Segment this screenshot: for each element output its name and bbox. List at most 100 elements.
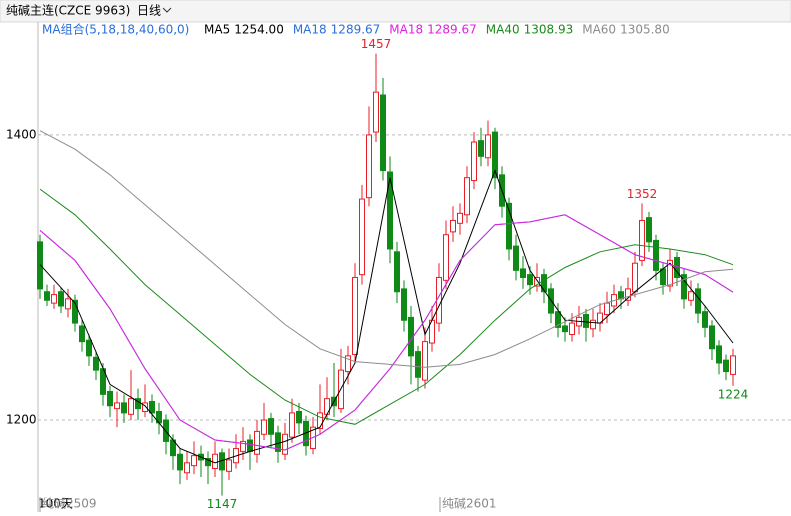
candle-body [716,345,722,364]
candle-body [506,202,512,250]
candle-body [226,459,232,472]
legend-name: MA18 [293,23,327,37]
candle-body [121,402,127,414]
candle-body [583,314,589,328]
candle-body [681,274,687,300]
candle-body [443,234,449,281]
candle-body [205,458,211,467]
candle-body [660,268,666,286]
candle-body [492,131,498,179]
extreme-label: 1224 [718,387,749,401]
legend-name: MA18 [389,23,423,37]
candle-body [93,356,99,371]
candle-body [541,274,547,293]
legend-name: MA60 [582,23,616,37]
candle-body [380,94,386,172]
extreme-label: 1147 [207,497,238,511]
candle-body [268,418,274,435]
candle-body [688,291,694,301]
candle-body [254,430,260,455]
legend-name: MA5 [204,23,230,37]
candle-body [114,402,120,410]
candle-body [247,439,253,452]
candle-body [555,311,561,328]
candle-body [527,274,533,286]
legend-value: 1289.67 [331,23,381,37]
candle-body [37,241,43,290]
candle-body [471,141,477,182]
candle-body [107,391,113,407]
ma-line [39,214,734,451]
contract-label: 纯碱2601 [442,497,497,511]
candle-body [520,268,526,278]
candle-body [730,355,736,375]
candle-body [317,412,323,430]
candle-body [373,91,379,133]
visible-count: 100天 [38,497,73,511]
candle-body [51,294,57,304]
candle-body [604,302,610,316]
y-tick-label: 1400 [6,127,37,141]
ma-line [39,130,734,368]
extreme-label: 1352 [627,187,658,201]
candle-body [562,325,568,333]
candle-body [282,433,288,455]
extreme-label: 1457 [361,37,392,51]
candle-body [436,276,442,324]
candle-body [387,171,393,250]
ma-line [39,169,734,464]
candle-body [345,355,351,373]
candle-body [450,219,456,233]
period-selector[interactable]: 日线 [137,4,161,18]
candle-body [72,299,78,324]
candle-body [65,298,71,310]
candle-body [142,402,148,412]
candle-body [177,453,183,471]
candle-body [569,322,575,335]
candle-body [653,239,659,271]
legend-value: 1289.67 [427,23,477,37]
candle-body [457,212,463,224]
candle-body [352,276,358,355]
candle-body [240,440,246,452]
ma-group[interactable]: MA组合(5,18,18,40,60,0) [42,22,189,37]
candle-body [422,341,428,381]
candle-body [79,325,85,343]
candle-body [149,400,155,414]
candle-body [289,412,295,438]
candle-body [275,432,281,452]
candle-body [415,351,421,378]
candle-body [212,453,218,469]
candle-body [702,311,708,328]
candle-body [709,325,715,350]
candle-body [464,177,470,216]
candle-body [723,359,729,373]
candle-body [359,198,365,276]
contract-label: 纯碱2509 [42,497,97,511]
candle-body [44,291,50,301]
candle-body [590,319,596,330]
chart-title: 纯碱主连(CZCE 9963) [6,3,130,18]
candle-body [58,291,64,307]
ma-line [39,188,734,425]
candle-body [695,288,701,314]
candle-body [261,419,267,435]
candle-body [513,245,519,271]
candle-body [366,134,372,199]
legend-value: 1305.80 [620,23,670,37]
candle-body [646,217,652,243]
candle-body [534,276,540,287]
candle-body [191,455,197,467]
candle-body [639,219,645,261]
dropdown-arrow[interactable] [162,7,172,13]
candle-body [625,288,631,301]
y-tick-label: 1200 [6,413,37,427]
candle-body [394,251,400,293]
candle-body [296,410,302,424]
candle-body [86,339,92,357]
candle-body [667,259,673,287]
toolbar [0,0,791,23]
candle-body [128,398,134,415]
legend-value: 1254.00 [234,23,284,37]
candle-body [401,288,407,321]
